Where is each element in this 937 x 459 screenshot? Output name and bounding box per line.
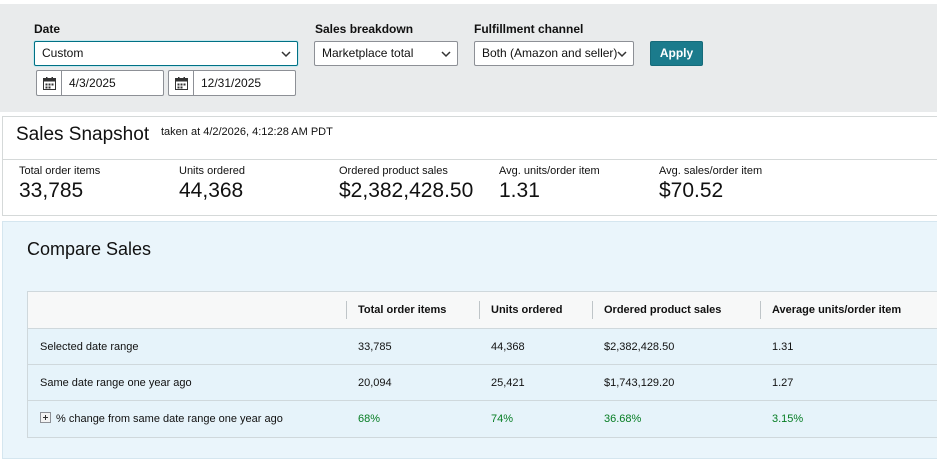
metric-ordered-product-sales: Ordered product sales $2,382,428.50 bbox=[339, 165, 473, 203]
date-select[interactable]: Custom bbox=[34, 41, 298, 66]
table-cell: $2,382,428.50 bbox=[604, 341, 675, 353]
metric-avg-units-order-item: Avg. units/order item 1.31 bbox=[499, 165, 600, 203]
metric-label: Avg. units/order item bbox=[499, 165, 600, 177]
date-select-value: Custom bbox=[42, 46, 84, 60]
metric-label: Total order items bbox=[19, 165, 101, 177]
end-date-field[interactable]: 12/31/2025 bbox=[168, 70, 296, 96]
sales-breakdown-label: Sales breakdown bbox=[315, 22, 414, 36]
calendar-icon[interactable] bbox=[37, 71, 62, 95]
chevron-down-icon bbox=[281, 51, 291, 58]
metric-total-order-items: Total order items 33,785 bbox=[19, 165, 100, 203]
metric-value: 1.31 bbox=[499, 179, 540, 202]
table-cell: 44,368 bbox=[491, 341, 525, 353]
table-cell-change: 36.68% bbox=[604, 413, 642, 425]
start-date-value: 4/3/2025 bbox=[69, 76, 116, 90]
metric-value: 33,785 bbox=[19, 179, 84, 202]
table-cell: 1.27 bbox=[772, 377, 794, 389]
column-header-total-order-items[interactable]: Total order items bbox=[346, 292, 446, 328]
end-date-value: 12/31/2025 bbox=[201, 76, 262, 90]
row-label: Selected date range bbox=[40, 341, 139, 353]
metric-value: 44,368 bbox=[179, 179, 244, 202]
metric-avg-sales-order-item: Avg. sales/order item $70.52 bbox=[659, 165, 762, 203]
table-cell: 20,094 bbox=[358, 377, 392, 389]
compare-title: Compare Sales bbox=[27, 239, 152, 259]
sales-breakdown-select[interactable]: Marketplace total bbox=[314, 41, 458, 66]
table-cell-change: 74% bbox=[491, 413, 514, 425]
metric-label: Avg. sales/order item bbox=[659, 165, 763, 177]
fulfillment-channel-select[interactable]: Both (Amazon and seller) bbox=[474, 41, 634, 66]
compare-table: Total order items Units ordered Ordered … bbox=[27, 291, 937, 438]
table-cell: 1.31 bbox=[772, 341, 794, 353]
metric-label: Ordered product sales bbox=[339, 165, 448, 177]
table-cell-change: 68% bbox=[358, 413, 381, 425]
table-cell: 25,421 bbox=[491, 377, 525, 389]
table-cell-change: 3.15% bbox=[772, 413, 804, 425]
compare-sales-panel: Compare Sales Total order items Units or… bbox=[2, 221, 937, 459]
metric-value: $70.52 bbox=[659, 179, 724, 202]
row-label: Same date range one year ago bbox=[40, 377, 192, 389]
table-row: Same date range one year ago 20,094 25,4… bbox=[28, 365, 937, 401]
chevron-down-icon bbox=[617, 51, 627, 58]
chevron-down-icon bbox=[441, 51, 451, 58]
filter-bar: Date Custom 4/3/2025 12/31/2025 Sales br… bbox=[0, 4, 937, 112]
divider bbox=[3, 159, 937, 160]
table-row: Selected date range 33,785 44,368 $2,382… bbox=[28, 329, 937, 365]
date-label: Date bbox=[34, 22, 61, 36]
fulfillment-channel-label: Fulfillment channel bbox=[474, 22, 584, 36]
column-header-ordered-product-sales[interactable]: Ordered product sales bbox=[592, 292, 721, 328]
column-header-units-ordered[interactable]: Units ordered bbox=[479, 292, 563, 328]
start-date-field[interactable]: 4/3/2025 bbox=[36, 70, 164, 96]
sales-breakdown-value: Marketplace total bbox=[322, 46, 414, 60]
sales-snapshot-panel: Sales Snapshot taken at 4/2/2026, 4:12:2… bbox=[2, 116, 937, 216]
calendar-icon[interactable] bbox=[169, 71, 194, 95]
table-header: Total order items Units ordered Ordered … bbox=[28, 292, 937, 329]
expand-plus-icon[interactable] bbox=[40, 412, 51, 423]
fulfillment-channel-value: Both (Amazon and seller) bbox=[482, 46, 618, 60]
apply-button[interactable]: Apply bbox=[650, 41, 703, 66]
metric-label: Units ordered bbox=[179, 165, 246, 177]
metric-units-ordered: Units ordered 44,368 bbox=[179, 165, 245, 203]
metric-value: $2,382,428.50 bbox=[339, 179, 474, 202]
table-cell: $1,743,129.20 bbox=[604, 377, 675, 389]
snapshot-title: Sales Snapshot bbox=[16, 124, 150, 145]
table-cell: 33,785 bbox=[358, 341, 392, 353]
column-header-average-units-order-item[interactable]: Average units/order item bbox=[760, 292, 901, 328]
table-row: % change from same date range one year a… bbox=[28, 401, 937, 437]
row-label-expandable[interactable]: % change from same date range one year a… bbox=[40, 401, 283, 437]
snapshot-timestamp: taken at 4/2/2026, 4:12:28 AM PDT bbox=[161, 126, 333, 138]
